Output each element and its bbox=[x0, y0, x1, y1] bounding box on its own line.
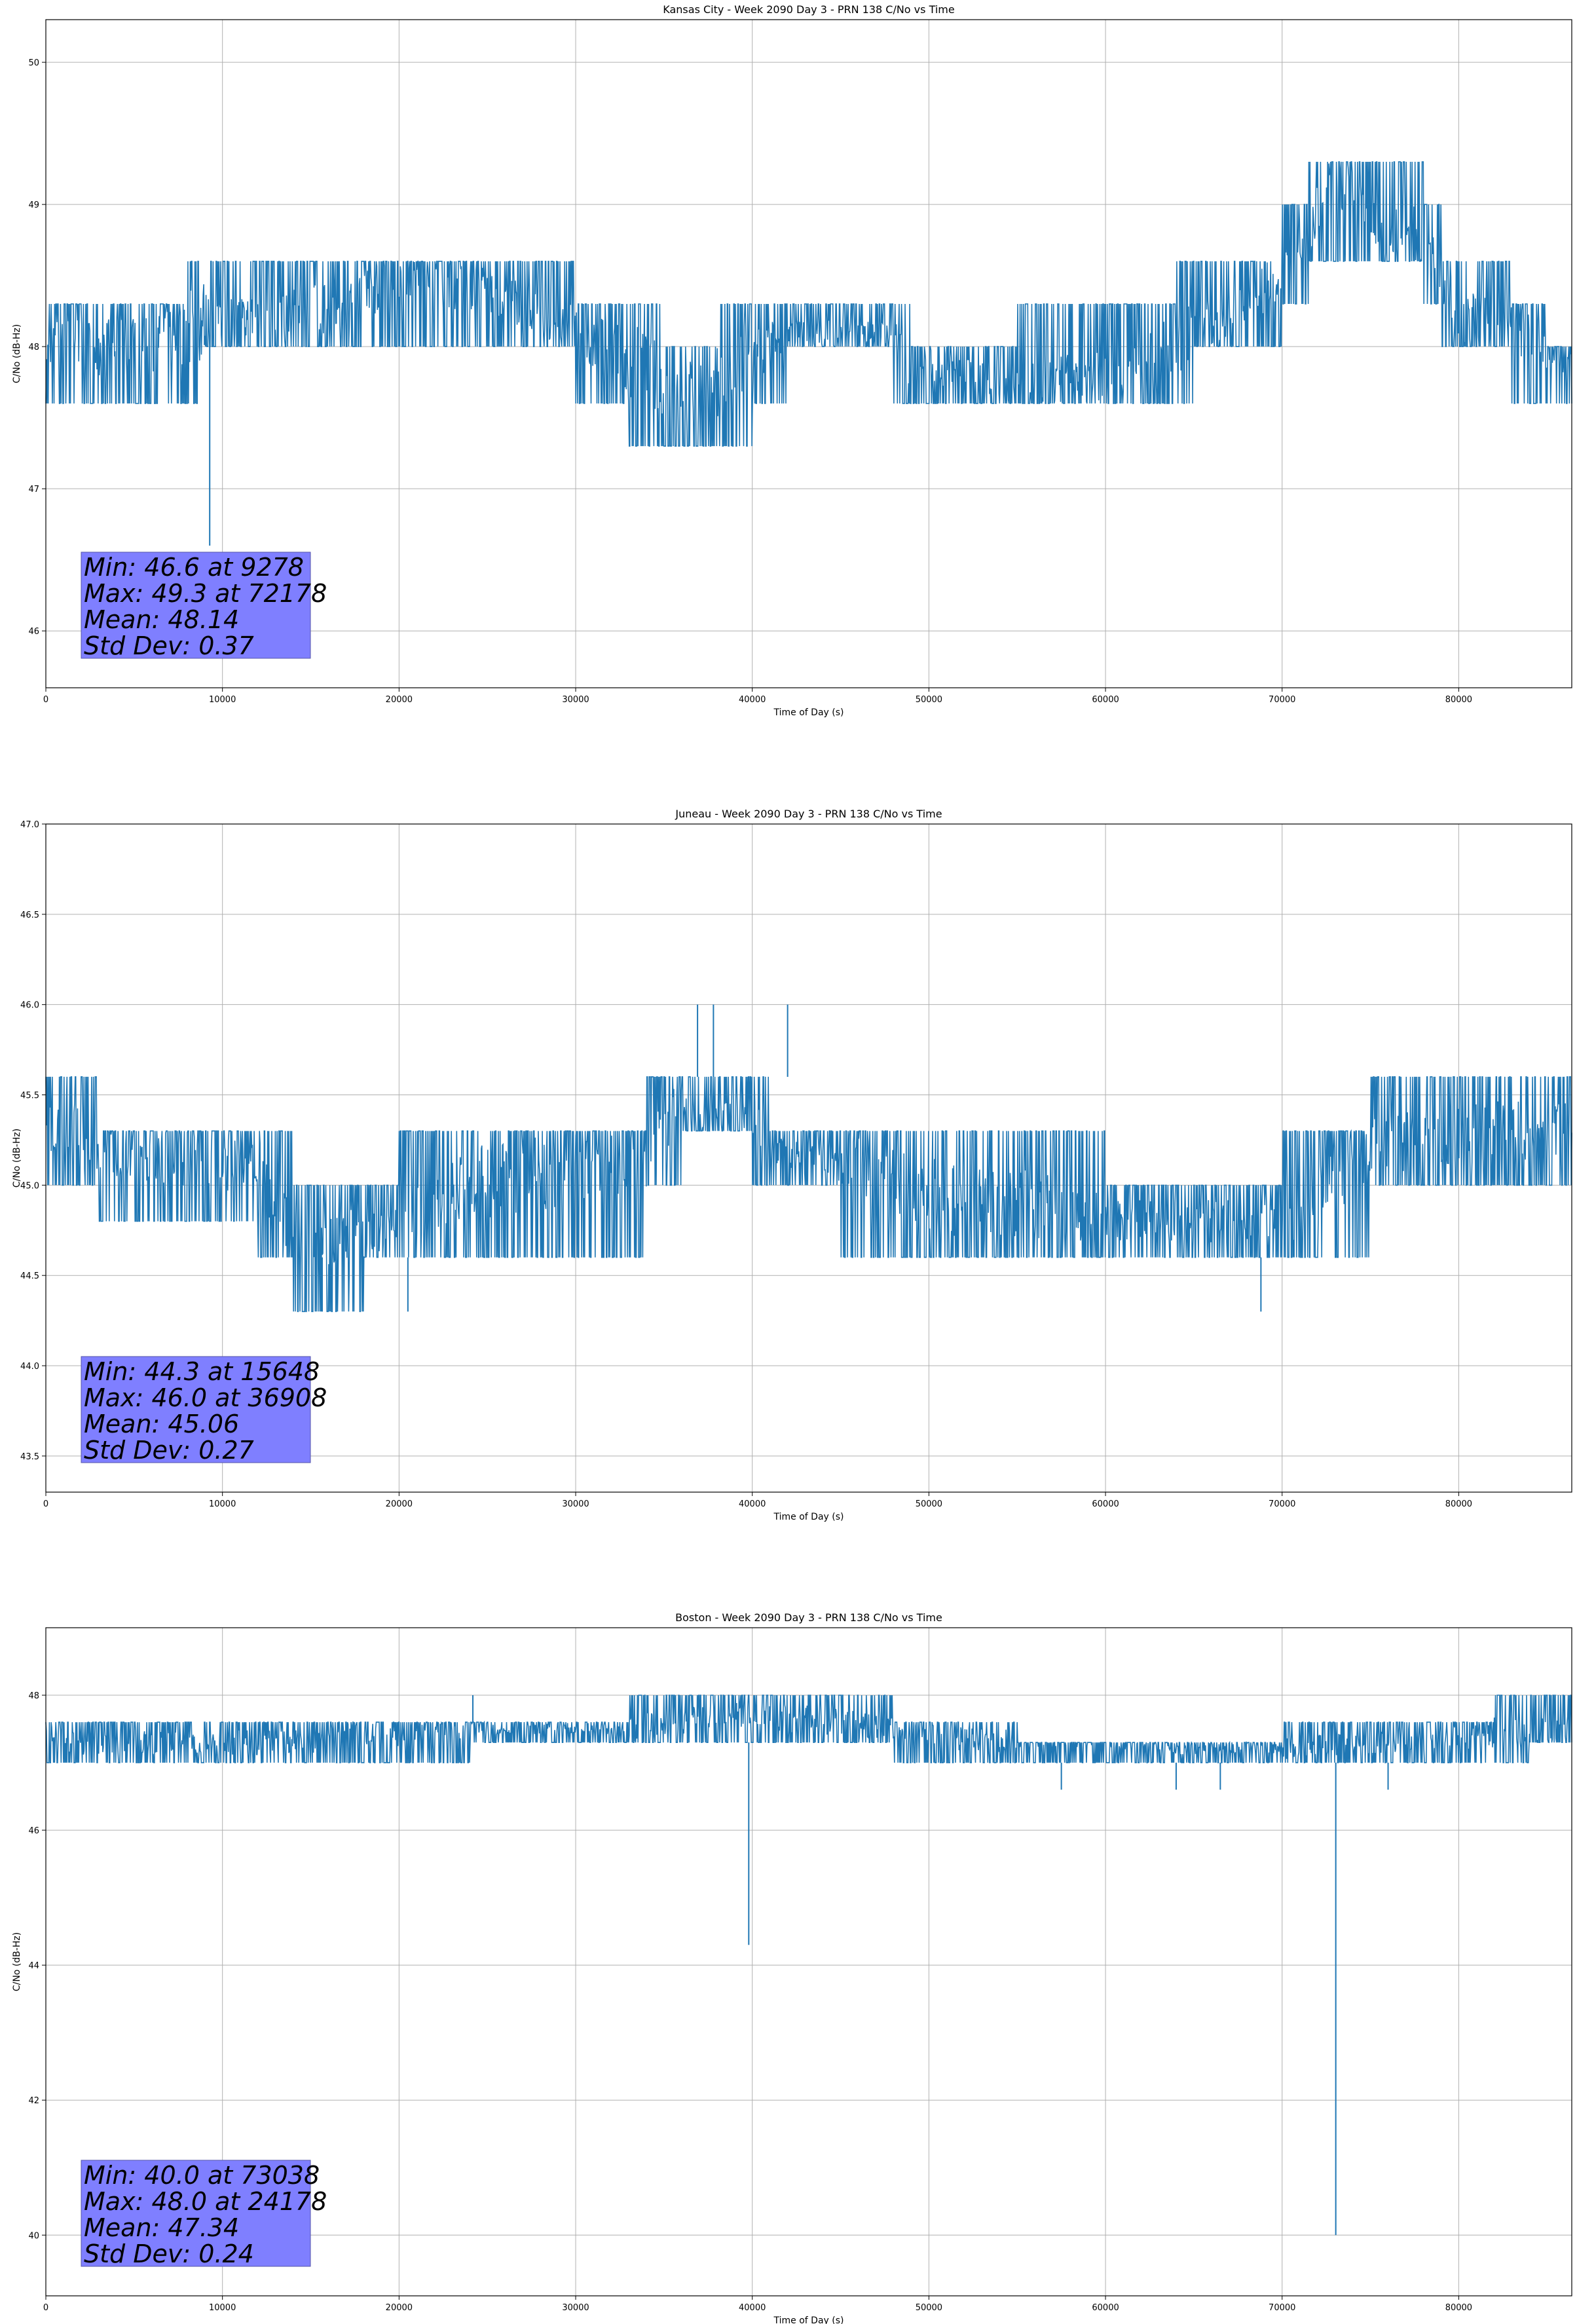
x-tick-label: 80000 bbox=[1445, 695, 1472, 705]
subplot-1: 0 10000 20000 30000 40000 50000 60000 70000 8000… bbox=[12, 808, 1572, 1522]
y-tick-label: 44 bbox=[28, 1961, 39, 1971]
x-tick-label: 0 bbox=[43, 1499, 48, 1509]
stats-max-text: Max: 46.0 at 36908 bbox=[84, 1383, 327, 1412]
stats-min-text: Min: 40.0 at 73038 bbox=[84, 2161, 320, 2190]
series-line bbox=[45, 161, 1572, 447]
x-tick-label: 70000 bbox=[1269, 2303, 1295, 2313]
y-tick-label: 43.5 bbox=[20, 1452, 39, 1462]
y-tick-label: 44.0 bbox=[20, 1362, 39, 1372]
y-tick-label: 47 bbox=[28, 485, 39, 495]
x-tick-label: 40000 bbox=[739, 2303, 766, 2313]
axes-frame bbox=[45, 823, 1572, 1493]
chart-title: Juneau - Week 2090 Day 3 - PRN 138 C/No … bbox=[675, 808, 942, 820]
x-tick-label: 60000 bbox=[1092, 2303, 1119, 2313]
stats-box bbox=[81, 1356, 311, 1463]
x-tick-label: 30000 bbox=[562, 2303, 589, 2313]
x-tick-label: 0 bbox=[43, 2303, 48, 2313]
y-tick-label: 46.0 bbox=[20, 1001, 39, 1011]
x-tick-label: 10000 bbox=[209, 1499, 236, 1509]
stats-mean-text: Mean: 48.14 bbox=[84, 605, 239, 634]
x-tick-label: 50000 bbox=[916, 1499, 942, 1509]
x-tick-label: 50000 bbox=[916, 2303, 942, 2313]
stats-std-text: Std Dev: 0.24 bbox=[84, 2240, 254, 2268]
stats-box bbox=[81, 552, 311, 659]
x-tick-label: 40000 bbox=[739, 1499, 766, 1509]
stats-max-text: Max: 48.0 at 24178 bbox=[84, 2187, 327, 2216]
y-tick-label: 44.5 bbox=[20, 1271, 39, 1281]
stats-min-text: Min: 44.3 at 15648 bbox=[84, 1357, 320, 1386]
y-tick-label: 46 bbox=[28, 1826, 39, 1836]
x-tick-label: 60000 bbox=[1092, 695, 1119, 705]
x-tick-label: 30000 bbox=[562, 695, 589, 705]
y-axis-label: C/No (dB-Hz) bbox=[12, 324, 22, 383]
y-tick-label: 46.5 bbox=[20, 910, 39, 920]
y-tick-label: 47.0 bbox=[20, 820, 39, 830]
y-tick-label: 45.5 bbox=[20, 1091, 39, 1101]
stats-max-text: Max: 49.3 at 72178 bbox=[84, 579, 327, 608]
stats-std-text: Std Dev: 0.37 bbox=[84, 631, 254, 660]
stats-std-text: Std Dev: 0.27 bbox=[84, 1436, 254, 1465]
stats-mean-text: Mean: 45.06 bbox=[84, 1410, 239, 1438]
x-tick-label: 30000 bbox=[562, 1499, 589, 1509]
y-tick-label: 50 bbox=[28, 58, 39, 68]
stats-min-text: Min: 46.6 at 9278 bbox=[84, 553, 304, 582]
x-tick-label: 10000 bbox=[209, 695, 236, 705]
x-tick-label: 50000 bbox=[916, 695, 942, 705]
axes-frame bbox=[45, 19, 1572, 688]
y-tick-label: 45.0 bbox=[20, 1181, 39, 1191]
axes-frame bbox=[45, 1627, 1572, 2296]
x-axis-label: Time of Day (s) bbox=[773, 707, 844, 718]
series-line bbox=[45, 1695, 1572, 1763]
y-tick-label: 40 bbox=[28, 2231, 39, 2241]
x-tick-label: 20000 bbox=[386, 695, 413, 705]
x-tick-label: 40000 bbox=[739, 695, 766, 705]
chart-title: Kansas City - Week 2090 Day 3 - PRN 138 … bbox=[663, 3, 954, 16]
y-axis-label: C/No (dB-Hz) bbox=[12, 1932, 22, 1991]
y-tick-label: 49 bbox=[28, 200, 39, 210]
x-tick-label: 60000 bbox=[1092, 1499, 1119, 1509]
y-tick-label: 42 bbox=[28, 2096, 39, 2106]
x-tick-label: 80000 bbox=[1445, 1499, 1472, 1509]
y-tick-label: 48 bbox=[28, 343, 39, 352]
subplot-2: 0 10000 20000 30000 40000 50000 60000 70000 8000… bbox=[12, 1611, 1572, 2324]
x-tick-label: 10000 bbox=[209, 2303, 236, 2313]
x-tick-label: 70000 bbox=[1269, 695, 1295, 705]
x-tick-label: 20000 bbox=[386, 2303, 413, 2313]
y-tick-label: 46 bbox=[28, 627, 39, 637]
y-axis-label: C/No (dB-Hz) bbox=[12, 1129, 22, 1188]
x-tick-label: 80000 bbox=[1445, 2303, 1472, 2313]
x-axis-label: Time of Day (s) bbox=[773, 1512, 844, 1522]
chart-title: Boston - Week 2090 Day 3 - PRN 138 C/No … bbox=[675, 1611, 942, 1624]
stats-box bbox=[81, 2160, 311, 2267]
stats-mean-text: Mean: 47.34 bbox=[84, 2213, 239, 2242]
x-tick-label: 20000 bbox=[386, 1499, 413, 1509]
subplot-0: 0 10000 20000 30000 40000 50000 60000 70000 8000… bbox=[12, 3, 1572, 718]
series-line bbox=[45, 1076, 1572, 1313]
x-axis-label: Time of Day (s) bbox=[773, 2315, 844, 2324]
x-tick-label: 0 bbox=[43, 695, 48, 705]
x-tick-label: 70000 bbox=[1269, 1499, 1295, 1509]
y-tick-label: 48 bbox=[28, 1691, 39, 1701]
